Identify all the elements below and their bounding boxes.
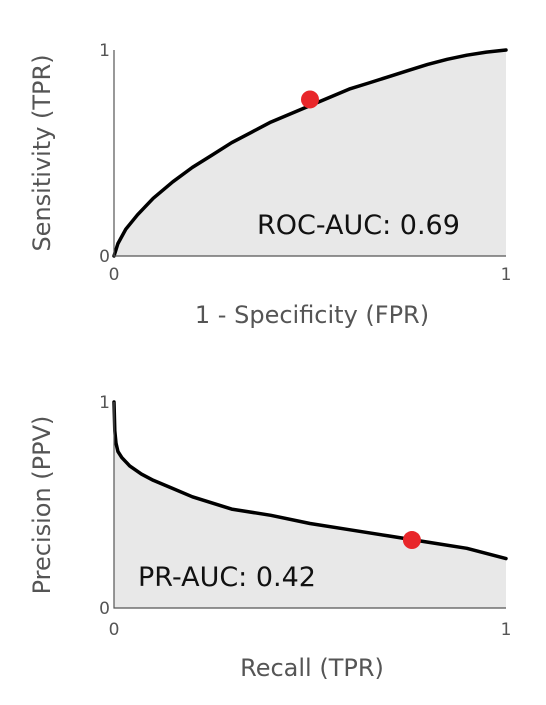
roc-x-tick-1: 1 — [501, 265, 512, 285]
roc-y-tick-0: 0 — [99, 247, 110, 267]
pr-operating-point-marker — [402, 531, 421, 550]
roc-auc-annotation: ROC-AUC: 0.69 — [257, 210, 460, 241]
pr-area-fill — [114, 402, 506, 608]
roc-y-axis-label: Sensitivity (TPR) — [28, 54, 56, 251]
pr-curve-line — [112, 400, 508, 561]
pr-y-tick-1: 1 — [99, 393, 110, 413]
pr-x-axis-label: Recall (TPR) — [240, 654, 384, 682]
pr-x-tick-1: 1 — [501, 620, 512, 640]
roc-curve-line — [112, 48, 508, 258]
roc-x-tick-0: 0 — [109, 265, 120, 285]
roc-axes — [113, 50, 506, 257]
pr-auc-annotation: PR-AUC: 0.42 — [138, 562, 316, 593]
pr-x-tick-0: 0 — [109, 620, 120, 640]
pr-axes — [113, 402, 506, 609]
pr-y-axis-label: Precision (PPV) — [28, 416, 56, 595]
pr-y-tick-0: 0 — [99, 599, 110, 619]
roc-operating-point-marker — [301, 90, 319, 109]
pr-chart: 1 0 0 1 Recall (TPR) Precision (PPV) PR-… — [28, 393, 511, 682]
roc-area-fill — [114, 50, 506, 256]
roc-x-axis-label: 1 - Specificity (FPR) — [195, 301, 429, 329]
roc-chart: 1 0 0 1 1 - Specificity (FPR) Sensitivit… — [28, 41, 511, 329]
roc-y-tick-1: 1 — [99, 41, 110, 61]
